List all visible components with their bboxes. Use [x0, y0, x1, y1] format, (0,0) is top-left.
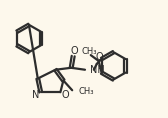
- Text: N: N: [32, 90, 39, 100]
- Text: CH₃: CH₃: [81, 47, 97, 56]
- Text: O: O: [96, 52, 103, 62]
- Text: O: O: [70, 46, 78, 56]
- Text: NH: NH: [90, 65, 105, 75]
- Text: CH₃: CH₃: [78, 87, 94, 96]
- Text: O: O: [61, 90, 69, 100]
